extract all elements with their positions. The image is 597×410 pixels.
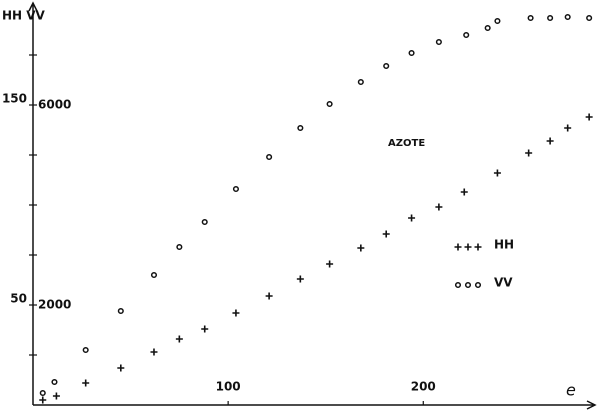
legend-marker xyxy=(464,281,472,289)
data-point xyxy=(201,218,208,226)
data-point xyxy=(296,275,304,283)
data-point xyxy=(117,307,124,315)
y-axis xyxy=(28,1,38,405)
data-point xyxy=(117,364,125,372)
data-point xyxy=(232,185,239,193)
legend-marker xyxy=(454,281,462,289)
data-point xyxy=(82,346,89,354)
data-point xyxy=(150,271,158,279)
data-point xyxy=(494,17,501,25)
data-point xyxy=(435,38,442,46)
y-tick-label: 150 xyxy=(2,92,27,106)
legend-marker xyxy=(474,243,482,251)
data-point xyxy=(383,62,390,70)
data-point xyxy=(232,309,240,317)
data-point xyxy=(326,100,333,108)
x-tick-label: 100 xyxy=(216,380,241,394)
data-point xyxy=(460,188,468,196)
legend-marker xyxy=(474,281,482,289)
data-point xyxy=(564,124,572,132)
x-axis-label: e xyxy=(566,381,576,400)
data-point xyxy=(326,260,334,268)
legend-label: VV xyxy=(494,276,513,290)
legend-marker xyxy=(454,243,462,251)
y-tick-label: 50 xyxy=(10,292,27,306)
data-point xyxy=(297,124,304,132)
x-axis xyxy=(33,400,597,410)
data-point xyxy=(176,243,183,251)
data-point xyxy=(39,396,47,404)
data-point xyxy=(265,292,273,300)
y-axis-label: HH VV xyxy=(2,9,46,23)
data-point xyxy=(527,14,534,22)
annotation: AZOTE xyxy=(388,138,425,149)
data-point xyxy=(82,379,90,387)
data-point xyxy=(408,49,415,57)
data-point xyxy=(546,137,554,145)
data-point xyxy=(564,13,571,21)
data-point xyxy=(39,389,46,397)
data-point xyxy=(435,203,443,211)
data-point xyxy=(52,392,60,400)
legend-marker xyxy=(464,243,472,251)
legend-label: HH xyxy=(494,238,514,252)
y2-tick-label: 6000 xyxy=(38,98,71,112)
data-point xyxy=(382,230,390,238)
data-point xyxy=(357,78,364,86)
data-point xyxy=(51,378,58,386)
data-point xyxy=(266,153,273,161)
y2-tick-label: 2000 xyxy=(38,298,71,312)
data-point xyxy=(547,14,554,22)
data-point xyxy=(586,14,593,22)
data-point xyxy=(175,335,183,343)
data-point xyxy=(357,244,365,252)
data-point xyxy=(525,149,533,157)
data-point xyxy=(585,113,593,121)
data-point xyxy=(493,169,501,177)
data-point xyxy=(463,31,470,39)
data-point xyxy=(150,348,158,356)
data-point xyxy=(201,325,209,333)
data-point xyxy=(484,24,491,32)
x-tick-label: 200 xyxy=(411,380,436,394)
data-point xyxy=(408,214,416,222)
